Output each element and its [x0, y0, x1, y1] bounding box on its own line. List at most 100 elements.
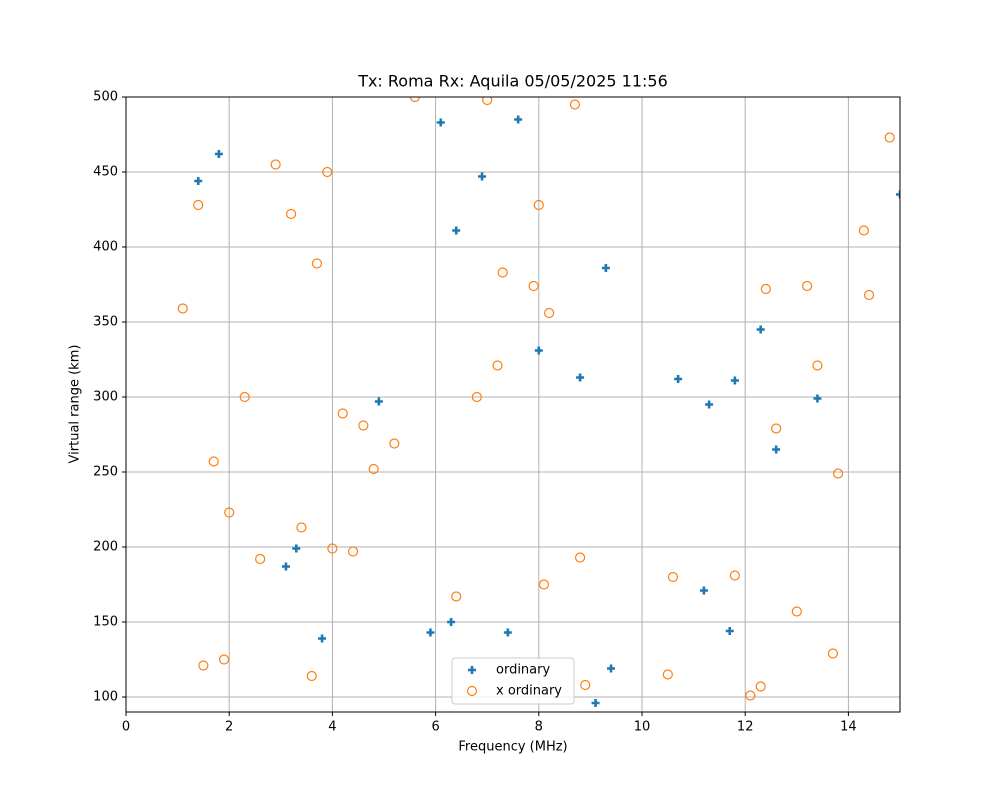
- point-circle: [760, 283, 771, 295]
- point-plus: [194, 177, 203, 185]
- point-circle: [322, 166, 333, 178]
- point-circle: [497, 267, 508, 278]
- axes-frame: [125, 96, 901, 713]
- point-circle: [832, 468, 844, 479]
- point-circle: [544, 307, 555, 319]
- point-plus: [534, 346, 543, 355]
- y-tick-label: 350: [93, 315, 118, 330]
- point-circle: [451, 591, 462, 602]
- point-circle: [533, 199, 544, 211]
- point-plus: [503, 628, 512, 637]
- point-plus: [576, 373, 585, 382]
- point-plus: [374, 397, 383, 406]
- point-plus: [607, 664, 616, 673]
- point-plus: [447, 618, 456, 626]
- point-circle: [755, 681, 766, 692]
- x-tick-label: 12: [737, 720, 754, 735]
- point-plus: [725, 627, 734, 635]
- point-circle: [255, 553, 266, 565]
- x-tick-label: 10: [634, 720, 651, 735]
- x-tick-label: 4: [328, 720, 336, 735]
- point-circle: [528, 280, 539, 292]
- point-circle: [471, 391, 482, 403]
- legend-label: x ordinary: [496, 684, 562, 699]
- point-circle: [745, 690, 756, 701]
- point-plus: [674, 375, 683, 383]
- legend-marker: [468, 666, 476, 674]
- point-circle: [492, 360, 503, 371]
- x-tick-label: 14: [840, 720, 857, 735]
- x-tick-label: 8: [535, 720, 543, 735]
- y-tick-label: 450: [93, 165, 118, 180]
- point-circle: [296, 522, 307, 533]
- y-tick-label: 100: [93, 690, 118, 705]
- y-tick-label: 500: [93, 90, 118, 105]
- point-plus: [452, 226, 461, 235]
- point-circle: [482, 97, 493, 106]
- point-plus: [756, 325, 765, 334]
- x-tick-label: 6: [431, 720, 439, 735]
- point-circle: [286, 208, 297, 220]
- point-circle: [538, 579, 550, 590]
- point-plus: [514, 115, 523, 124]
- point-circle: [729, 570, 740, 581]
- point-plus: [896, 190, 900, 199]
- chart-title: Tx: Roma Rx: Aquila 05/05/2025 11:56: [357, 72, 668, 91]
- grid: [125, 96, 900, 712]
- point-circle: [239, 391, 250, 403]
- point-plus: [601, 264, 610, 272]
- point-circle: [771, 423, 782, 434]
- point-circle: [358, 420, 369, 431]
- point-circle: [812, 360, 823, 371]
- point-circle: [311, 258, 323, 269]
- y-axis-label: Virtual range (km): [68, 345, 83, 464]
- point-circle: [580, 679, 591, 691]
- legend-box: [451, 657, 575, 705]
- legend-marker: [466, 685, 478, 697]
- point-circle: [389, 438, 400, 449]
- point-circle: [218, 654, 230, 665]
- point-circle: [224, 507, 235, 518]
- point-circle: [662, 669, 673, 680]
- y-tick-label: 400: [93, 240, 118, 255]
- point-circle: [337, 408, 348, 419]
- point-plus: [699, 586, 708, 595]
- point-circle: [306, 670, 317, 682]
- point-plus: [478, 172, 487, 181]
- y-tick-label: 250: [93, 465, 118, 480]
- point-circle: [208, 456, 219, 467]
- point-circle: [858, 225, 869, 236]
- point-circle: [791, 606, 802, 617]
- point-plus: [813, 394, 822, 403]
- x-axis-label: Frequency (MHz): [458, 740, 567, 755]
- point-plus: [426, 628, 435, 637]
- point-circle: [327, 543, 338, 554]
- point-plus: [318, 634, 327, 643]
- point-circle: [177, 303, 188, 314]
- point-circle: [193, 199, 204, 211]
- point-circle: [569, 99, 581, 110]
- point-plus: [730, 376, 739, 385]
- point-circle: [409, 97, 421, 103]
- x-tick-label: 0: [122, 720, 130, 735]
- point-circle: [667, 571, 679, 583]
- x-tick-label: 2: [225, 720, 233, 735]
- ticks: 0 2 4 6 8 10 12 14 100 150 200 250 300 350 400 450 500: [93, 90, 857, 735]
- y-tick-label: 150: [93, 615, 118, 630]
- point-plus: [292, 544, 301, 553]
- point-circle: [827, 648, 839, 659]
- point-plus: [705, 400, 714, 409]
- point-circle: [574, 552, 586, 563]
- y-tick-label: 200: [93, 540, 118, 555]
- point-circle: [802, 280, 813, 292]
- point-circle: [368, 463, 379, 475]
- points: [177, 97, 900, 707]
- point-circle: [884, 132, 895, 143]
- y-tick-label: 300: [93, 390, 118, 405]
- point-plus: [436, 118, 445, 127]
- point-plus: [214, 150, 223, 158]
- point-plus: [772, 445, 781, 454]
- legend: ordinary x ordinary: [451, 657, 575, 705]
